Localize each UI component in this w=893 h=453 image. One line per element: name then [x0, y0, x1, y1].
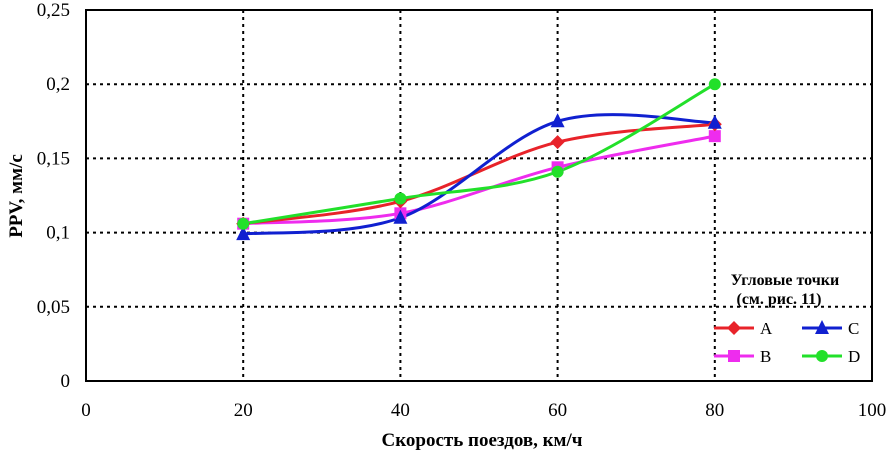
legend-label-c: C [848, 319, 859, 338]
x-tick-label: 60 [548, 400, 567, 421]
y-tick-label: 0,05 [37, 297, 70, 318]
point-c [236, 226, 251, 241]
legend-items: AB CD [714, 319, 860, 366]
y-tick-label: 0,25 [37, 0, 70, 21]
x-axis-title: Скорость поездов, км/ч [381, 430, 582, 451]
legend-label-b: B [760, 347, 771, 366]
series-lines [242, 82, 716, 236]
point-c [393, 209, 408, 224]
series-line-c [243, 113, 715, 236]
legend-label-d: D [848, 347, 860, 366]
axis-ticks: 0 20 40 60 80 100 0 0,05 0,1 0,15 0,2 0,25 [37, 0, 887, 421]
x-tick-label: 100 [858, 400, 887, 421]
point-d [708, 78, 721, 91]
series-line-a [242, 122, 715, 226]
x-tick-label: 40 [391, 400, 410, 421]
y-tick-label: 0,1 [46, 223, 70, 244]
y-tick-label: 0,2 [46, 74, 70, 95]
x-tick-label: 80 [705, 400, 724, 421]
y-axis-title: PPV, мм/с [6, 154, 27, 238]
legend-marker-c [815, 320, 829, 334]
series-line-b [243, 134, 716, 226]
grid-lines [86, 10, 872, 381]
legend-title-line1: Угловые точки [731, 272, 839, 289]
point-d [237, 217, 250, 230]
point-c [707, 114, 722, 129]
point-c [550, 113, 565, 128]
legend-marker-d [816, 350, 828, 362]
x-tick-label: 20 [234, 400, 253, 421]
plot-area-frame [85, 9, 873, 382]
point-d [394, 192, 407, 205]
point-b [708, 130, 721, 143]
point-d [551, 165, 564, 178]
legend-title-line2: (см. рис. 11) [737, 291, 822, 308]
legend-label-a: A [760, 319, 773, 338]
y-tick-label: 0,15 [37, 148, 70, 169]
y-tick-label: 0 [61, 371, 71, 392]
point-a [550, 135, 565, 150]
legend-marker-a [727, 321, 741, 335]
legend-marker-b [728, 350, 740, 362]
series-markers [236, 78, 722, 241]
legend: Угловые точки (см. рис. 11) AB CD [714, 272, 860, 366]
x-tick-label: 0 [81, 400, 91, 421]
series-line-d [242, 82, 716, 226]
